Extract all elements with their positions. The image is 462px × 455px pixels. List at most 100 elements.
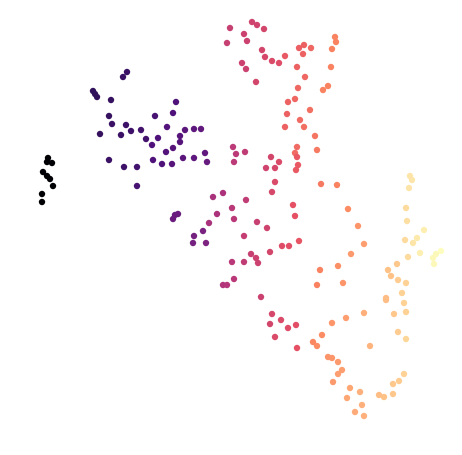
scatter-point-181 xyxy=(400,299,408,307)
scatter-point-140 xyxy=(344,205,352,213)
scatter-point-183 xyxy=(402,308,410,316)
scatter-point-87 xyxy=(331,33,339,41)
scatter-point-118 xyxy=(254,259,262,267)
scatter-point-102 xyxy=(268,188,276,196)
scatter-point-160 xyxy=(343,394,351,402)
scatter-point-5 xyxy=(49,182,57,190)
scatter-point-108 xyxy=(242,196,250,204)
scatter-point-169 xyxy=(395,377,403,385)
scatter-point-104 xyxy=(294,161,302,169)
scatter-point-184 xyxy=(394,328,402,336)
scatter-point-116 xyxy=(247,250,255,258)
scatter-point-19 xyxy=(122,121,130,129)
scatter-point-42 xyxy=(197,125,205,133)
scatter-point-176 xyxy=(387,272,395,280)
scatter-point-106 xyxy=(219,189,227,197)
scatter-point-18 xyxy=(117,131,125,139)
scatter-point-171 xyxy=(360,309,368,317)
scatter-point-60 xyxy=(258,46,266,54)
scatter-point-38 xyxy=(176,132,184,140)
scatter-point-93 xyxy=(229,143,237,151)
scatter-point-149 xyxy=(328,319,336,327)
scatter-point-179 xyxy=(402,279,410,287)
scatter-point-73 xyxy=(293,63,301,71)
scatter-point-174 xyxy=(382,296,390,304)
scatter-point-30 xyxy=(120,163,128,171)
scatter-point-69 xyxy=(300,41,308,49)
scatter-point-100 xyxy=(271,164,279,172)
scatter-point-111 xyxy=(213,210,221,218)
scatter-point-119 xyxy=(228,258,236,266)
scatter-point-127 xyxy=(230,275,238,283)
scatter-point-2 xyxy=(39,168,47,176)
scatter-point-82 xyxy=(300,123,308,131)
scatter-point-15 xyxy=(105,112,113,120)
scatter-point-112 xyxy=(205,219,213,227)
scatter-point-155 xyxy=(334,358,342,366)
scatter-point-11 xyxy=(93,93,101,101)
scatter-point-132 xyxy=(266,320,274,328)
scatter-point-97 xyxy=(267,153,275,161)
scatter-point-175 xyxy=(384,266,392,274)
scatter-point-49 xyxy=(169,215,177,223)
scatter-point-8 xyxy=(43,158,51,166)
scatter-point-158 xyxy=(329,378,337,386)
scatter-point-96 xyxy=(230,158,238,166)
scatter-point-147 xyxy=(339,279,347,287)
scatter-point-137 xyxy=(293,344,301,352)
scatter-point-12 xyxy=(119,73,127,81)
scatter-point-58 xyxy=(243,37,251,45)
scatter-point-105 xyxy=(292,166,300,174)
scatter-point-101 xyxy=(271,178,279,186)
scatter-point-150 xyxy=(318,331,326,339)
scatter-point-122 xyxy=(278,242,286,250)
scatter-point-94 xyxy=(232,150,240,158)
scatter-point-89 xyxy=(328,45,336,53)
scatter-point-124 xyxy=(295,237,303,245)
scatter-point-138 xyxy=(317,180,325,188)
scatter-point-187 xyxy=(403,217,411,225)
scatter-point-85 xyxy=(293,143,301,151)
scatter-point-166 xyxy=(380,393,388,401)
scatter-point-164 xyxy=(358,401,366,409)
scatter-point-90 xyxy=(327,63,335,71)
scatter-point-34 xyxy=(158,160,166,168)
scatter-point-136 xyxy=(271,333,279,341)
scatter-point-99 xyxy=(262,164,270,172)
scatter-point-148 xyxy=(342,314,350,322)
scatter-point-65 xyxy=(252,78,260,86)
scatter-point-167 xyxy=(389,390,397,398)
scatter-point-199 xyxy=(437,247,445,255)
scatter-point-33 xyxy=(149,156,157,164)
scatter-point-39 xyxy=(176,138,184,146)
scatter-point-135 xyxy=(292,321,300,329)
scatter-point-52 xyxy=(199,227,207,235)
scatter-point-142 xyxy=(360,240,368,248)
scatter-point-123 xyxy=(285,242,293,250)
scatter-point-53 xyxy=(202,239,210,247)
scatter-point-63 xyxy=(238,59,246,67)
scatter-point-110 xyxy=(230,215,238,223)
scatter-point-77 xyxy=(284,98,292,106)
scatter-point-190 xyxy=(408,176,416,184)
scatter-point-51 xyxy=(189,239,197,247)
scatter-point-83 xyxy=(311,132,319,140)
scatter-point-146 xyxy=(313,281,321,289)
scatter-point-109 xyxy=(228,204,236,212)
scatter-point-191 xyxy=(405,184,413,192)
scatter-point-165 xyxy=(375,391,383,399)
scatter-point-131 xyxy=(268,310,276,318)
scatter-point-72 xyxy=(281,52,289,60)
scatter-point-20 xyxy=(127,127,135,135)
scatter-point-14 xyxy=(107,96,115,104)
scatter-point-113 xyxy=(253,218,261,226)
scatter-point-143 xyxy=(347,250,355,258)
scatter-point-37 xyxy=(168,160,176,168)
scatter-point-152 xyxy=(313,342,321,350)
scatter-point-0 xyxy=(38,198,46,206)
scatter-point-193 xyxy=(409,239,417,247)
scatter-point-27 xyxy=(154,134,162,142)
scatter-point-157 xyxy=(334,370,342,378)
scatter-point-117 xyxy=(252,254,260,262)
